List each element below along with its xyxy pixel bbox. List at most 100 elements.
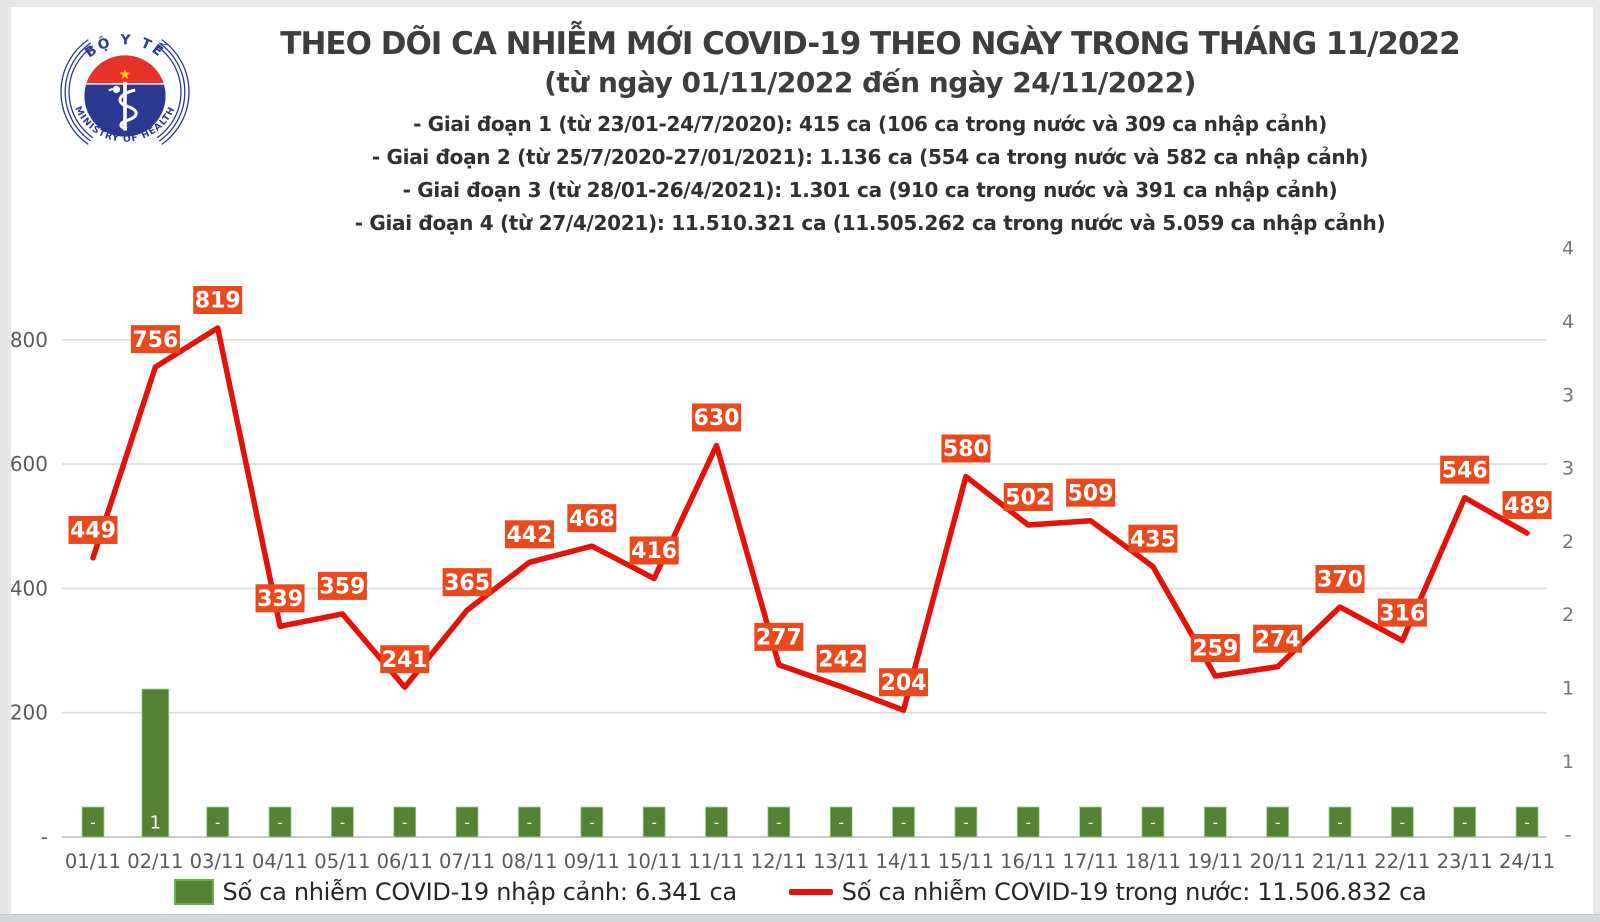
imported-cases-bar xyxy=(829,806,853,838)
phase-notes: - Giai đoạn 1 (từ 23/01-24/7/2020): 415 … xyxy=(150,108,1590,240)
point-label-value: 580 xyxy=(943,437,989,462)
right-axis-tick: 1 xyxy=(1562,751,1574,773)
bar-value-label: - xyxy=(1150,813,1155,831)
point-label-value: 316 xyxy=(1379,601,1425,626)
point-label-value: 241 xyxy=(382,648,428,673)
bar-value-label: - xyxy=(277,813,282,831)
chart-subtitle: (từ ngày 01/11/2022 đến ngày 24/11/2022) xyxy=(544,66,1196,99)
left-axis-tick: 600 xyxy=(10,452,48,476)
imported-cases-bar xyxy=(642,806,666,838)
bar-value-label: - xyxy=(90,813,95,831)
window-edge-top xyxy=(0,0,1600,7)
point-label-value: 370 xyxy=(1317,568,1363,593)
header: THEO DÕI CA NHIỄM MỚI COVID-19 THEO NGÀY… xyxy=(150,24,1590,240)
point-label-box xyxy=(1315,565,1365,594)
domestic-cases-line-icon xyxy=(788,889,833,895)
imported-cases-bar xyxy=(81,806,105,838)
bar-value-label: - xyxy=(215,813,220,831)
imported-cases-bar xyxy=(767,806,791,838)
imported-cases-bar xyxy=(954,806,978,838)
bar-value-label: - xyxy=(963,813,968,831)
x-axis-date-label: 21/11 xyxy=(1312,850,1368,873)
point-label-box xyxy=(567,504,617,533)
point-label-value: 365 xyxy=(444,571,490,596)
point-label-value: 546 xyxy=(1442,458,1488,483)
bar-value-label: 1 xyxy=(150,812,161,833)
bar-value-label: - xyxy=(589,813,594,831)
point-label-box xyxy=(1128,524,1178,553)
left-axis-tick: 200 xyxy=(10,701,48,725)
imported-cases-bar xyxy=(1079,806,1102,838)
imported-cases-bar xyxy=(268,806,292,838)
point-label-value: 630 xyxy=(694,406,740,431)
point-label-box xyxy=(754,622,804,651)
point-label-value: 274 xyxy=(1255,627,1301,652)
point-label-box xyxy=(1440,455,1490,484)
point-label-box xyxy=(1502,491,1552,520)
x-axis-date-label: 23/11 xyxy=(1437,850,1493,873)
x-axis-date-label: 20/11 xyxy=(1250,850,1306,873)
bar-value-label: - xyxy=(402,813,407,831)
phase-2-note: - Giai đoạn 2 (từ 25/7/2020-27/01/2021):… xyxy=(371,145,1369,169)
bar-value-label: - xyxy=(1462,813,1467,831)
imported-cases-bar xyxy=(580,806,604,838)
point-label-box xyxy=(442,568,492,597)
right-axis-tick: 4 xyxy=(1562,238,1574,260)
chart-title: THEO DÕI CA NHIỄM MỚI COVID-19 THEO NGÀY… xyxy=(280,26,1460,62)
right-axis-tick: 3 xyxy=(1562,458,1574,480)
domestic-cases-label: Số ca nhiễm COVID-19 trong nước: 11.506.… xyxy=(841,878,1427,906)
point-label-box xyxy=(130,325,180,354)
left-axis-tick: 400 xyxy=(10,576,48,600)
x-axis-date-label: 17/11 xyxy=(1062,850,1118,873)
point-label-box xyxy=(879,668,929,697)
phase-1-note: - Giai đoạn 1 (từ 23/01-24/7/2020): 415 … xyxy=(413,112,1327,136)
x-axis-date-label: 24/11 xyxy=(1499,850,1555,873)
imported-cases-bar xyxy=(1266,806,1290,838)
imported-cases-bar xyxy=(518,806,541,838)
x-axis-date-label: 04/11 xyxy=(252,850,308,873)
bar-value-label: - xyxy=(1400,813,1405,831)
right-axis-tick: 1 xyxy=(1562,677,1574,699)
caduceus-icon xyxy=(108,81,138,131)
x-axis-date-label: 11/11 xyxy=(688,850,744,873)
bar-value-label: - xyxy=(1275,813,1280,831)
point-label-value: 242 xyxy=(818,647,864,672)
ministry-of-health-logo: ★ BỘ Y TẾ MINISTRY OF HEALTH xyxy=(60,32,190,145)
bar-value-label: - xyxy=(1026,813,1031,831)
bar-value-label: - xyxy=(901,813,906,831)
imported-cases-bar xyxy=(206,806,230,838)
imported-cases-bar xyxy=(1453,806,1477,838)
right-axis-tick: 3 xyxy=(1562,384,1574,406)
legend-item-domestic: Số ca nhiễm COVID-19 trong nước: 11.506.… xyxy=(788,878,1427,906)
imported-cases-bar xyxy=(393,806,417,838)
x-axis-date-label: 19/11 xyxy=(1187,850,1243,873)
x-axis-date-label: 10/11 xyxy=(626,850,682,873)
x-axis-date-label: 13/11 xyxy=(813,850,869,873)
point-label-value: 277 xyxy=(756,626,802,651)
legend: Số ca nhiễm COVID-19 nhập cảnh: 6.341 ca… xyxy=(0,872,1600,912)
x-axis-date-label: 09/11 xyxy=(564,850,620,873)
imported-cases-bar xyxy=(1390,806,1414,838)
imported-cases-bar xyxy=(330,806,354,838)
right-axis-tick: 2 xyxy=(1562,531,1574,553)
bar-value-label: - xyxy=(651,813,656,831)
point-label-box xyxy=(1066,478,1116,507)
logo-star-icon: ★ xyxy=(119,67,132,83)
point-label-box xyxy=(68,515,118,544)
point-label-box xyxy=(317,571,367,600)
point-label-value: 502 xyxy=(1005,486,1051,511)
point-label-box xyxy=(816,644,866,673)
imported-cases-bar xyxy=(1016,806,1040,838)
point-label-value: 756 xyxy=(132,328,178,353)
x-axis-date-label: 03/11 xyxy=(190,850,246,873)
x-axis-date-label: 15/11 xyxy=(938,850,994,873)
point-label-value: 435 xyxy=(1130,527,1176,552)
point-label-value: 509 xyxy=(1068,481,1114,506)
imported-cases-bar xyxy=(892,806,915,838)
point-label-box xyxy=(1377,598,1427,627)
imported-cases-bar xyxy=(705,806,728,838)
point-label-value: 339 xyxy=(257,587,303,612)
point-label-box xyxy=(1003,483,1053,512)
